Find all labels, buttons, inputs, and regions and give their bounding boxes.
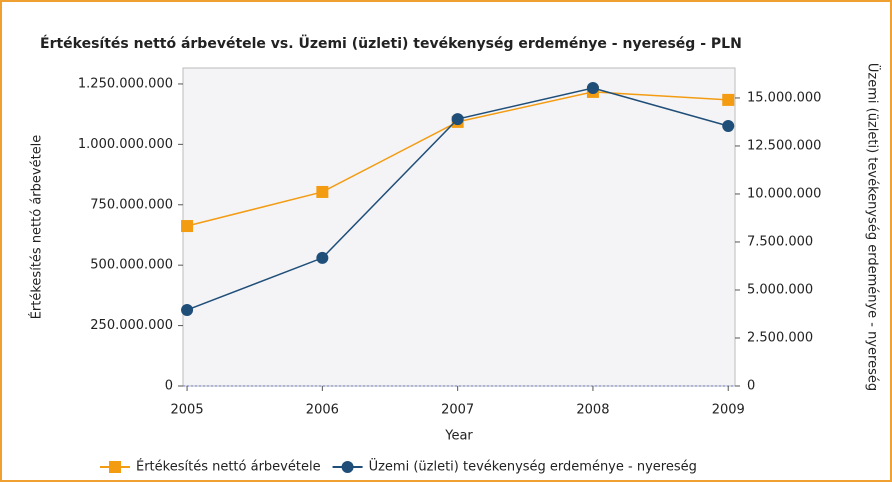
x-tick-label: 2009 — [712, 403, 745, 418]
y-tick-label: 250.000.000 — [90, 318, 173, 333]
x-axis-label: Year — [444, 429, 473, 444]
point — [316, 185, 329, 198]
x-tick-label: 2006 — [306, 403, 339, 418]
point — [181, 220, 194, 233]
point — [316, 251, 329, 264]
y2-axis-label: Üzemi (üzleti) tevékenység erdeménye - n… — [865, 63, 882, 391]
y2-tick-label: 15.000.000 — [747, 90, 821, 105]
x-tick-label: 2005 — [171, 403, 204, 418]
x-tick-label: 2007 — [441, 403, 474, 418]
legend-marker — [341, 461, 354, 473]
y2-tick-label: 10.000.000 — [747, 186, 821, 201]
y-axis-label: Értékesítés nettó árbevétele — [29, 135, 45, 320]
point — [181, 303, 194, 316]
point — [451, 113, 464, 126]
legend-label: Üzemi (üzleti) tevékenység erdeménye - n… — [369, 458, 697, 475]
y-tick-label: 0 — [165, 379, 173, 394]
point — [722, 93, 735, 106]
y2-tick-label: 7.500.000 — [747, 234, 813, 249]
y-tick-label: 1.250.000.000 — [78, 76, 173, 91]
chart-title: Értékesítés nettó árbevétele vs. Üzemi (… — [40, 34, 742, 52]
x-tick-label: 2008 — [576, 403, 609, 418]
y-tick-label: 500.000.000 — [90, 258, 173, 273]
legend-marker — [109, 461, 121, 473]
y-tick-label: 1.000.000.000 — [78, 137, 173, 152]
legend-label: Értékesítés nettó árbevétele — [136, 459, 321, 475]
y-tick-label: 750.000.000 — [90, 197, 173, 212]
point — [586, 81, 599, 94]
y2-tick-label: 5.000.000 — [747, 282, 813, 297]
y2-tick-label: 12.500.000 — [747, 138, 821, 153]
point — [722, 119, 735, 132]
y2-tick-label: 0 — [747, 379, 755, 394]
y2-tick-label: 2.500.000 — [747, 330, 813, 345]
